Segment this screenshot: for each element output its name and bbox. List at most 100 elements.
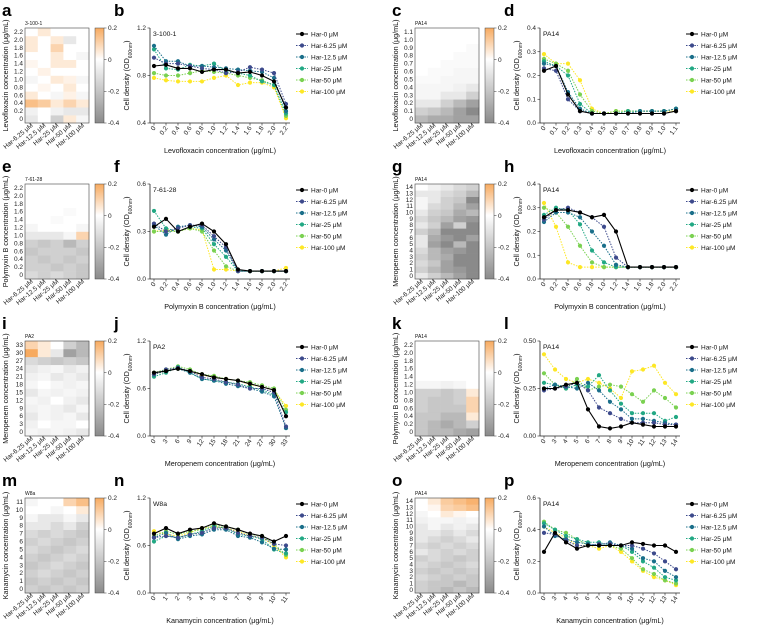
heatmap-ytick-label: 1 bbox=[409, 267, 413, 274]
heatmap-cell bbox=[37, 561, 51, 570]
data-point bbox=[283, 547, 289, 552]
x-tick-label: 9 bbox=[186, 438, 194, 445]
data-point bbox=[563, 533, 569, 539]
x-tick-label: 7 bbox=[234, 595, 242, 602]
heatmap-cell bbox=[453, 364, 467, 373]
heatmap-strain-label: PA2 bbox=[25, 334, 34, 340]
heatmap-cell bbox=[76, 223, 90, 232]
heatmap-cell bbox=[50, 428, 64, 437]
heatmap-cell bbox=[37, 247, 51, 256]
heatmap-cell bbox=[50, 247, 64, 256]
data-point bbox=[187, 71, 193, 76]
heatmap-cell bbox=[63, 364, 77, 373]
data-point bbox=[223, 380, 229, 385]
heatmap-cell bbox=[453, 529, 467, 537]
x-tick-label: 0.9 bbox=[645, 125, 656, 137]
line-panel-b: b0.40.81.20 0.2 0.4 0.6 0.8 1.0 1.2 1.4 1.6 1.8 2.… bbox=[114, 1, 347, 155]
data-point bbox=[187, 66, 193, 71]
heatmap-cell bbox=[25, 388, 39, 397]
heatmap-cell bbox=[50, 28, 64, 37]
y-tick-label: 0.25 bbox=[523, 386, 536, 393]
legend-swatch-marker bbox=[299, 210, 305, 216]
data-point bbox=[629, 420, 635, 425]
panel-letter: i bbox=[2, 314, 7, 333]
heatmap-cell bbox=[76, 28, 90, 37]
heatmap-frame bbox=[24, 497, 90, 594]
x-axis-title: Kanamycin concentration (μg/mL) bbox=[166, 616, 274, 625]
heatmap-cell bbox=[63, 247, 77, 256]
y-tick-label: 1.2 bbox=[137, 495, 146, 502]
panel-letter: c bbox=[392, 1, 401, 20]
heatmap-ytick-label: 1.0 bbox=[404, 389, 413, 396]
heatmap-cell bbox=[453, 222, 467, 229]
x-axis-title: Polymyxin B concentration (μg/mL) bbox=[164, 302, 276, 311]
heatmap-cell bbox=[50, 498, 64, 507]
data-point bbox=[618, 407, 624, 412]
y-axis-title-close: ) bbox=[122, 510, 131, 512]
heatmap-ytick-label: 2 bbox=[409, 574, 413, 581]
data-point bbox=[640, 422, 646, 427]
data-point bbox=[541, 215, 547, 220]
heatmap-cell bbox=[427, 35, 441, 45]
heatmap-cell bbox=[453, 67, 467, 76]
heatmap-cell bbox=[76, 341, 90, 350]
data-point bbox=[223, 376, 229, 382]
data-point bbox=[673, 581, 679, 586]
data-point bbox=[151, 55, 157, 60]
heatmap-ytick-label: 0.4 bbox=[404, 413, 413, 420]
heatmap-cell bbox=[25, 513, 39, 523]
heatmap-cell bbox=[415, 404, 429, 413]
data-point bbox=[651, 575, 657, 580]
heatmap-cell bbox=[50, 529, 64, 538]
heatmap-cell bbox=[415, 586, 429, 594]
x-tick-label: 0.2 bbox=[549, 281, 560, 293]
data-point bbox=[673, 575, 679, 580]
y-tick-label: 0.3 bbox=[527, 205, 536, 212]
x-tick-label: 1.6 bbox=[243, 125, 254, 137]
data-point bbox=[565, 92, 571, 97]
heatmap-cell bbox=[440, 184, 454, 191]
y-tick-label: 0.4 bbox=[527, 25, 536, 32]
legend-label: Har-50 μM bbox=[701, 233, 732, 240]
heatmap-cell bbox=[25, 341, 39, 350]
x-tick-label: 0.8 bbox=[195, 281, 206, 293]
heatmap-cell bbox=[415, 536, 429, 543]
legend-label: Har-25 μM bbox=[701, 536, 732, 543]
heatmap-cell bbox=[50, 43, 64, 53]
heatmap-ytick-label: 0.2 bbox=[404, 421, 413, 428]
series-line bbox=[543, 67, 677, 114]
data-point bbox=[163, 525, 169, 531]
heatmap-cell bbox=[37, 263, 51, 272]
heatmap-cell bbox=[440, 272, 454, 280]
data-point bbox=[151, 75, 157, 80]
legend-swatch-marker bbox=[689, 367, 695, 373]
heatmap-cell bbox=[466, 555, 480, 562]
x-tick-label: 1.2 bbox=[219, 281, 230, 293]
heatmap-cell bbox=[466, 247, 480, 254]
data-point bbox=[607, 399, 613, 404]
y-tick-label: 0.50 bbox=[523, 338, 536, 345]
data-point bbox=[651, 551, 657, 556]
heatmap-cell bbox=[25, 223, 39, 232]
heatmap-strain-label: PA14 bbox=[415, 491, 427, 497]
data-point bbox=[199, 221, 205, 226]
x-tick-label: 0.6 bbox=[609, 125, 620, 137]
y-axis-title: Cell density (OD600nm) bbox=[512, 353, 524, 423]
x-tick-label: 2.2 bbox=[669, 281, 680, 293]
panel-letter: j bbox=[113, 314, 119, 333]
heatmap-cell bbox=[440, 341, 454, 350]
heatmap-cell bbox=[440, 228, 454, 235]
data-point bbox=[596, 384, 602, 389]
heatmap-cell bbox=[415, 504, 429, 511]
heatmap-cell bbox=[440, 529, 454, 537]
data-point bbox=[673, 578, 679, 583]
heatmap-cell bbox=[440, 428, 454, 437]
legend-label: Har-25 μM bbox=[311, 379, 342, 386]
strain-label: PA14 bbox=[543, 31, 559, 38]
heatmap-ytick-label: 0.2 bbox=[14, 108, 23, 115]
x-axis-title: Levofloxacin concentration (μg/mL) bbox=[554, 146, 666, 155]
series-line bbox=[153, 49, 287, 114]
x-tick-label: 4 bbox=[198, 595, 206, 602]
data-point bbox=[175, 229, 181, 234]
